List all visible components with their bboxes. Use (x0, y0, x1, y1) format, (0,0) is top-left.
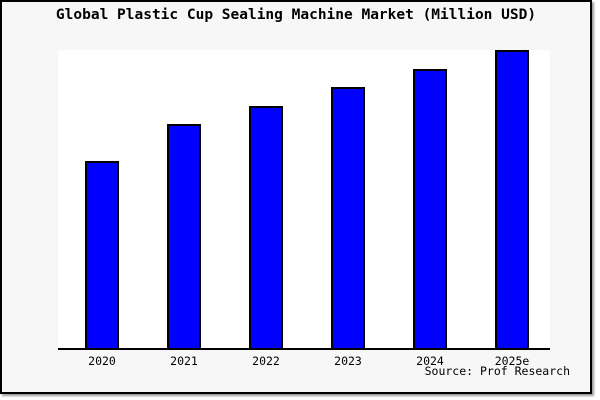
x-tick-label-2022: 2022 (252, 354, 280, 368)
x-tick-label-2021: 2021 (170, 354, 198, 368)
bar-2021 (167, 124, 201, 348)
bar-2024 (413, 69, 447, 348)
x-tick-label-2023: 2023 (334, 354, 362, 368)
chart-frame: Global Plastic Cup Sealing Machine Marke… (0, 0, 592, 394)
x-tick-label-2020: 2020 (88, 354, 116, 368)
chart-title: Global Plastic Cup Sealing Machine Marke… (55, 7, 537, 23)
bar-2022 (249, 106, 283, 348)
bar-2023 (331, 87, 365, 348)
source-note: Source: Prof Research (424, 364, 570, 378)
x-tick-label-2025e: 2025e (494, 354, 530, 368)
x-tick-label-2024: 2024 (416, 354, 444, 368)
bar-2025e (495, 50, 529, 348)
plot-area (58, 50, 550, 350)
bar-2020 (85, 161, 119, 348)
